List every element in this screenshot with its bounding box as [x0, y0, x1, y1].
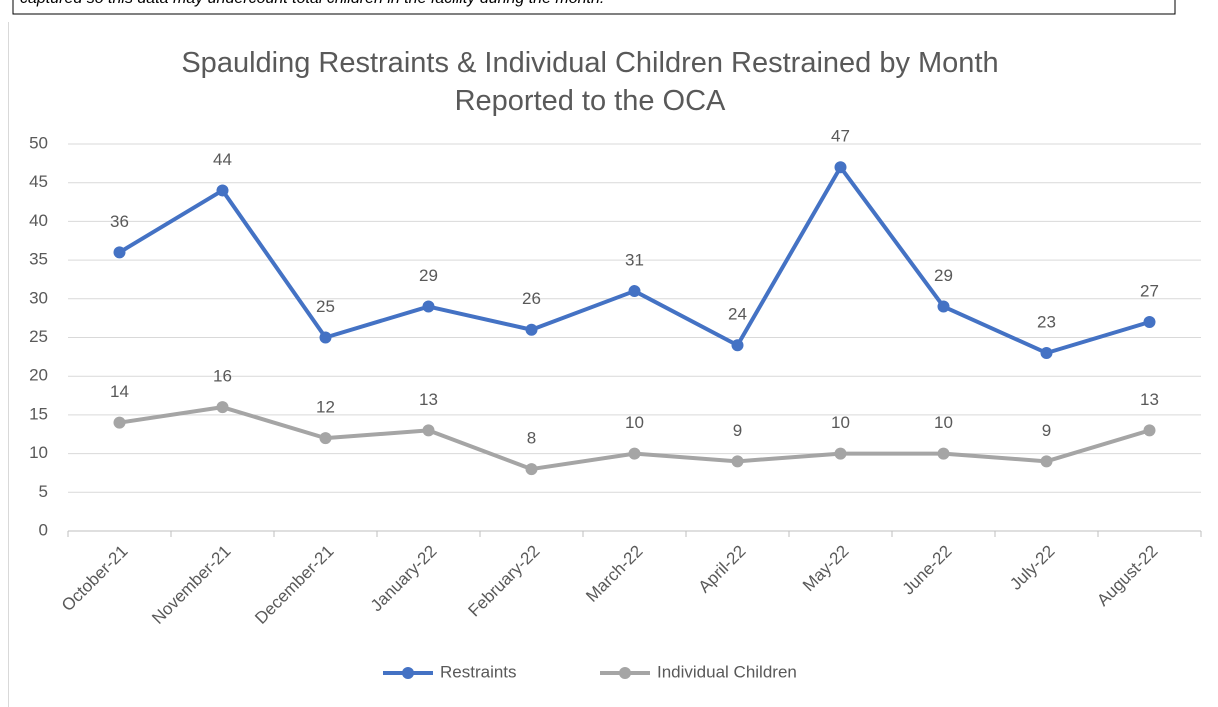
data-point [1143, 424, 1156, 437]
data-label: 14 [110, 382, 129, 401]
x-tick-label: April-22 [695, 542, 750, 597]
data-label: 26 [522, 289, 541, 308]
data-label: 25 [316, 297, 335, 316]
data-label: 9 [733, 421, 742, 440]
x-tick-label: December-21 [251, 542, 337, 628]
x-tick-label: February-22 [465, 542, 544, 621]
data-point [628, 447, 641, 460]
data-point [834, 447, 847, 460]
x-tick-label: July-22 [1006, 542, 1058, 594]
data-label: 13 [1140, 390, 1159, 409]
data-point [1040, 455, 1053, 468]
data-point [216, 184, 229, 197]
data-point [937, 447, 950, 460]
data-point [834, 161, 847, 174]
legend-marker [619, 667, 631, 679]
data-point [1143, 316, 1156, 329]
data-point [113, 246, 126, 259]
x-tick-label: January-22 [367, 542, 441, 616]
y-tick-label: 40 [29, 211, 48, 230]
note-box [12, 0, 1176, 15]
data-label: 10 [831, 413, 850, 432]
y-tick-label: 25 [29, 327, 48, 346]
data-label: 36 [110, 212, 129, 231]
data-label: 44 [213, 150, 232, 169]
data-point [319, 331, 332, 344]
data-point [525, 323, 538, 336]
data-point [1040, 346, 1053, 359]
y-tick-label: 50 [29, 133, 48, 152]
data-label: 29 [934, 266, 953, 285]
data-label: 8 [527, 429, 536, 448]
data-label: 16 [213, 367, 232, 386]
data-label: 9 [1042, 421, 1051, 440]
data-label: 24 [728, 305, 747, 324]
data-label: 23 [1037, 312, 1056, 331]
x-tick-label: November-21 [148, 542, 234, 628]
y-tick-label: 5 [39, 482, 48, 501]
data-point [937, 300, 950, 313]
data-point [422, 424, 435, 437]
data-point [731, 339, 744, 352]
data-point [216, 401, 229, 414]
y-tick-label: 35 [29, 250, 48, 269]
data-label: 27 [1140, 282, 1159, 301]
x-tick-label: June-22 [899, 542, 956, 599]
chart-title: Spaulding Restraints & Individual Childr… [181, 47, 999, 117]
data-label: 10 [934, 413, 953, 432]
legend-label: Restraints [440, 662, 517, 681]
data-label: 13 [419, 390, 438, 409]
y-tick-label: 0 [39, 520, 48, 539]
x-tick-label: May-22 [799, 542, 853, 596]
data-label: 31 [625, 251, 644, 270]
x-tick-label: March-22 [582, 542, 646, 606]
data-point [422, 300, 435, 313]
header-note: captured so this data may undercount tot… [20, 0, 604, 8]
data-label: 10 [625, 413, 644, 432]
data-point [525, 463, 538, 476]
data-label: 12 [316, 398, 335, 417]
legend-marker [402, 667, 414, 679]
x-tick-label: August-22 [1093, 542, 1161, 610]
data-label: 47 [831, 127, 850, 146]
y-tick-label: 20 [29, 366, 48, 385]
y-tick-label: 10 [29, 443, 48, 462]
y-tick-label: 30 [29, 288, 48, 307]
y-tick-label: 15 [29, 404, 48, 423]
y-tick-label: 45 [29, 172, 48, 191]
data-point [113, 416, 126, 429]
legend-label: Individual Children [657, 662, 797, 681]
data-point [319, 432, 332, 445]
x-tick-label: October-21 [58, 542, 132, 616]
data-point [731, 455, 744, 468]
data-label: 29 [419, 266, 438, 285]
data-point [628, 285, 641, 298]
